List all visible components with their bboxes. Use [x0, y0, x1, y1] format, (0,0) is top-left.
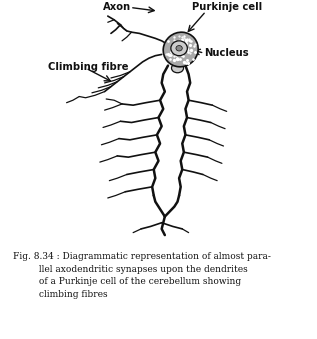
Ellipse shape: [171, 63, 184, 73]
Ellipse shape: [176, 45, 182, 51]
Text: Axon: Axon: [103, 2, 131, 13]
Text: Nucleus: Nucleus: [204, 48, 249, 58]
Text: Climbing fibre: Climbing fibre: [48, 62, 128, 72]
Text: Fig. 8.34 : Diagrammatic representation of almost para-
         llel axodendrit: Fig. 8.34 : Diagrammatic representation …: [13, 252, 270, 299]
Text: Purkinje cell: Purkinje cell: [192, 2, 262, 13]
Ellipse shape: [171, 41, 187, 56]
Ellipse shape: [163, 32, 198, 67]
